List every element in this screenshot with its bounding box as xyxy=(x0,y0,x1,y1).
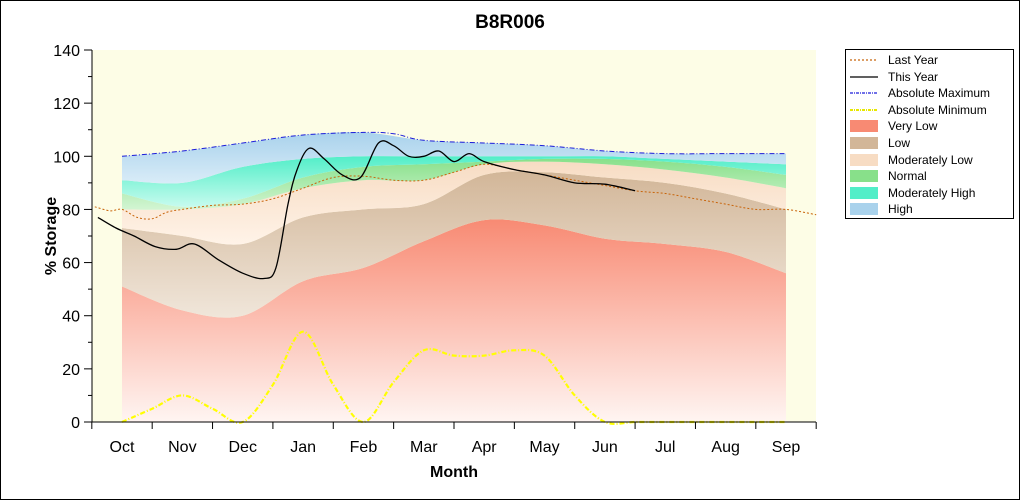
legend-swatch xyxy=(850,203,878,216)
chart-title: B8R006 xyxy=(475,12,545,33)
x-tick-label: Feb xyxy=(350,439,378,456)
legend-swatch xyxy=(850,137,878,149)
x-tick-label: Dec xyxy=(229,439,257,456)
x-tick-label: Jul xyxy=(655,439,675,456)
y-tick-label: 0 xyxy=(71,415,80,432)
legend-item: Absolute Maximum xyxy=(846,85,1013,101)
band-layer xyxy=(122,132,786,422)
series-line-absolute-maximum xyxy=(121,131,786,157)
legend-item: Absolute Minimum xyxy=(846,102,1013,118)
legend-swatch xyxy=(850,59,878,61)
band-low xyxy=(122,171,786,318)
x-tick-label: May xyxy=(529,439,559,456)
legend-label: Moderately Low xyxy=(888,152,973,167)
legend-label: This Year xyxy=(888,69,939,84)
series-line-last-year xyxy=(94,163,817,220)
band-moderately-high xyxy=(122,156,786,207)
x-tick-label: Mar xyxy=(410,439,438,456)
y-tick-label: 120 xyxy=(53,96,80,113)
legend-label: Moderately High xyxy=(888,185,976,200)
band-very-low xyxy=(122,219,786,422)
x-tick-label: Jan xyxy=(290,439,316,456)
legend-item: Very Low xyxy=(846,118,1013,134)
band-normal xyxy=(122,158,786,210)
x-tick-label: Apr xyxy=(472,439,498,456)
y-tick-label: 80 xyxy=(62,202,80,219)
y-tick-label: 20 xyxy=(62,362,80,379)
series-line-this-year xyxy=(97,140,636,280)
x-tick-label: Aug xyxy=(711,439,739,456)
legend-swatch xyxy=(850,108,878,111)
legend-item: Moderately Low xyxy=(846,152,1013,168)
legend-label: Normal xyxy=(888,169,927,184)
legend-swatch xyxy=(850,75,878,78)
y-tick-label: 40 xyxy=(62,309,80,326)
legend-item: Low xyxy=(846,135,1013,151)
legend-item: Normal xyxy=(846,168,1013,184)
legend-swatch xyxy=(850,120,878,133)
legend-swatch xyxy=(850,153,878,166)
band-high xyxy=(122,132,786,184)
legend-item: This Year xyxy=(846,69,1013,85)
x-tick-label: Oct xyxy=(110,439,135,456)
legend-item: Last Year xyxy=(846,52,1013,68)
legend-swatch xyxy=(850,92,878,94)
axes-layer: 0 20 40 60 80 100 120 140 Oct Nov Dec Jan Feb Mar Apr M… xyxy=(53,43,817,456)
x-tick-label: Nov xyxy=(168,439,196,456)
legend-label: Absolute Maximum xyxy=(888,86,991,101)
legend-label: Absolute Minimum xyxy=(888,102,987,117)
legend-label: Low xyxy=(888,136,911,150)
legend-label: Last Year xyxy=(888,53,939,67)
band-moderately-low xyxy=(122,161,786,245)
y-tick-label: 100 xyxy=(53,149,80,166)
x-tick-label: Sep xyxy=(772,439,801,456)
legend-item: Moderately High xyxy=(846,185,1013,201)
legend-item: High xyxy=(846,201,1013,217)
x-tick-label: Jun xyxy=(592,439,618,456)
legend-swatch xyxy=(850,170,878,183)
legend-label: High xyxy=(888,202,913,217)
legend-swatch xyxy=(850,186,878,199)
y-tick-label: 60 xyxy=(62,256,80,273)
x-axis-label: Month xyxy=(430,464,478,481)
chart-legend: Last Year This Year Absolute Maximum Absolu… xyxy=(845,49,1014,219)
legend-label: Very Low xyxy=(888,119,938,134)
y-tick-label: 140 xyxy=(53,43,80,60)
